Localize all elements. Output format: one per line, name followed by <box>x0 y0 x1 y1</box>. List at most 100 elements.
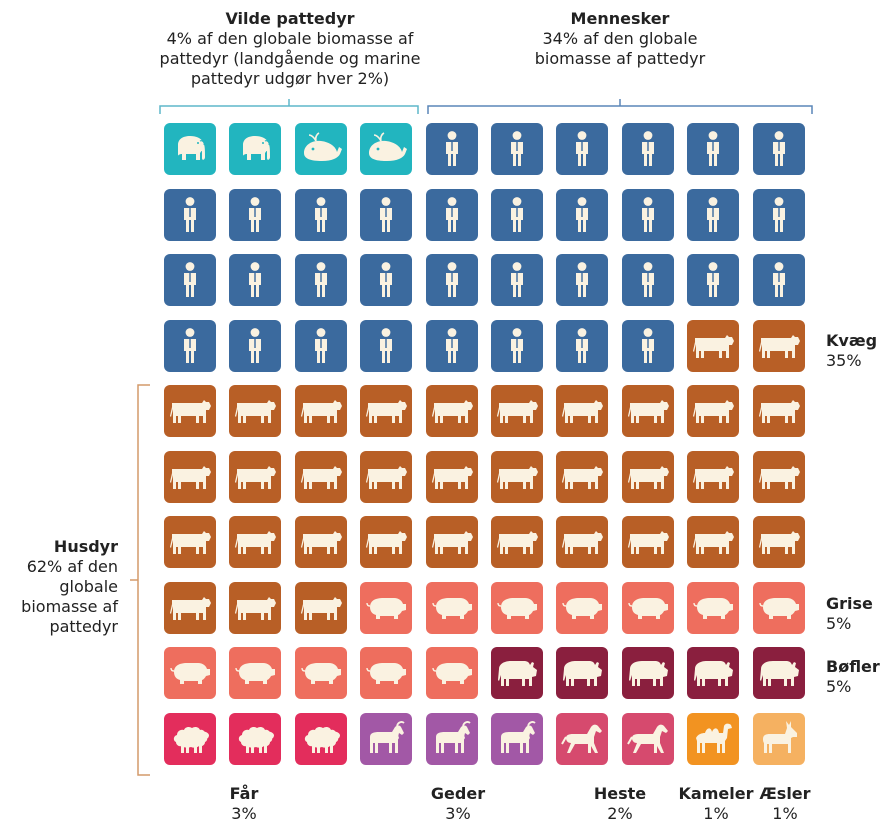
cow-icon <box>693 531 735 554</box>
whale-icon <box>303 132 342 161</box>
cow-icon <box>366 465 408 489</box>
tile-cattle <box>360 450 413 503</box>
elephant-icon <box>178 136 205 160</box>
tile-pig <box>425 647 478 699</box>
donkeys-label: Æsler 1% <box>752 784 818 824</box>
tile-cattle <box>229 516 282 568</box>
sheep-icon <box>304 726 340 753</box>
tile-human <box>752 188 805 241</box>
horses-label: Heste 2% <box>582 784 658 824</box>
tile-camel <box>687 712 740 765</box>
tile-human <box>360 188 413 241</box>
cow-icon <box>758 531 800 554</box>
cow-icon <box>431 400 473 423</box>
cow-icon <box>562 400 604 423</box>
pigs-label: Grise 5% <box>826 594 873 634</box>
tile-sheep <box>164 712 216 765</box>
tile-human <box>425 123 478 175</box>
tile-wild-marine <box>360 123 413 175</box>
tile-pig <box>425 581 478 634</box>
tile-wild-marine <box>294 123 347 175</box>
tile-cattle <box>752 450 805 503</box>
person-icon <box>249 196 262 232</box>
goats-title: Geder <box>430 784 486 803</box>
tile-cattle <box>621 385 674 437</box>
cow-icon <box>562 465 604 489</box>
tile-human <box>229 254 282 306</box>
pig-icon <box>366 597 407 619</box>
tile-human <box>360 319 413 372</box>
tile-cattle <box>687 450 740 503</box>
cow-icon <box>627 465 669 489</box>
donkeys-title: Æsler <box>759 784 811 803</box>
cow-icon <box>235 400 277 423</box>
person-icon <box>511 327 523 363</box>
cow-icon <box>300 531 342 554</box>
person-icon <box>641 196 654 232</box>
tile-human <box>360 254 413 306</box>
tile-human <box>621 123 674 175</box>
camel-icon <box>696 723 733 753</box>
tile-human <box>491 188 543 241</box>
wild-mammals-line3: pattedyr udgør hver 2%) <box>190 69 390 88</box>
tile-cattle <box>752 516 805 568</box>
pig-icon <box>235 663 276 684</box>
camels-title: Kameler <box>678 784 754 803</box>
cattle-title: Kvæg <box>826 331 878 350</box>
pig-icon <box>693 597 734 619</box>
cattle-label: Kvæg 35% <box>826 331 877 371</box>
person-icon <box>314 196 327 232</box>
livestock-bracket <box>130 384 150 776</box>
cow-icon <box>758 465 800 489</box>
person-icon <box>511 196 523 232</box>
cow-icon <box>758 334 800 358</box>
humans-line1: 34% af den globale <box>542 29 698 48</box>
cow-icon <box>627 400 669 423</box>
person-icon <box>707 196 720 232</box>
goat-icon <box>501 720 536 753</box>
person-icon <box>511 262 523 297</box>
cow-icon <box>235 465 277 489</box>
tile-horse <box>556 712 609 765</box>
tile-cattle <box>687 516 740 568</box>
buffalo-icon <box>694 661 734 686</box>
sheep-icon <box>173 726 209 753</box>
tile-cattle <box>294 581 347 634</box>
person-icon <box>445 196 458 232</box>
livestock-line2: globale <box>59 577 118 596</box>
tile-human <box>164 254 216 306</box>
human-bracket <box>427 99 813 114</box>
pig-icon <box>431 597 472 619</box>
cow-icon <box>431 531 473 554</box>
tile-donkey <box>752 712 805 765</box>
tile-cattle <box>621 450 674 503</box>
person-icon <box>641 131 654 166</box>
tile-human <box>425 254 478 306</box>
tile-cattle <box>294 450 347 503</box>
pig-icon <box>628 597 668 619</box>
goats-label: Geder 3% <box>420 784 496 824</box>
cow-icon <box>170 400 211 423</box>
goat-icon <box>435 720 471 753</box>
tile-human <box>294 254 347 306</box>
person-icon <box>576 196 589 232</box>
buffalo-icon <box>498 661 537 686</box>
tile-pig <box>294 647 347 699</box>
tile-human <box>621 188 674 241</box>
cow-icon <box>300 596 342 620</box>
tile-cattle <box>425 385 478 437</box>
livestock-title: Husdyr <box>53 537 118 556</box>
tile-cattle <box>556 516 609 568</box>
donkeys-value: 1% <box>772 804 798 823</box>
person-icon <box>249 327 262 363</box>
tile-pig <box>164 647 216 699</box>
tile-human <box>229 188 282 241</box>
sheep-title: Får <box>229 784 259 803</box>
tile-human <box>556 123 609 175</box>
person-icon <box>772 196 785 232</box>
tile-cattle <box>752 319 805 372</box>
tile-buffalo <box>556 647 609 699</box>
cow-icon <box>627 531 669 554</box>
horses-value: 2% <box>607 804 633 823</box>
